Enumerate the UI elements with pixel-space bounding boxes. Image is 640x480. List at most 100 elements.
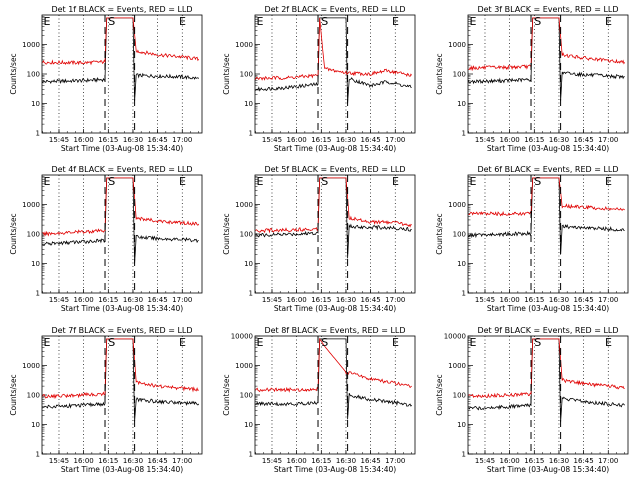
events-series-line (468, 177, 625, 255)
y-tick-label: 10 (244, 421, 253, 429)
x-tick-label: 15:45 (475, 457, 495, 465)
x-tick-label: 16:30 (336, 296, 356, 304)
y-tick-label: 1000 (235, 201, 253, 209)
panel-title: Det 1f BLACK = Events, RED = LLD (51, 5, 192, 14)
panel-4: Det 4f BLACK = Events, RED = LLD 15:45 16:… (9, 165, 203, 313)
x-tick-label: 15:45 (475, 136, 495, 144)
panel-title: Det 2f BLACK = Events, RED = LLD (264, 5, 405, 14)
lld-series-line (255, 337, 412, 393)
y-tick-label: 100 (453, 231, 466, 239)
y-tick-label: 10000 (444, 333, 466, 341)
x-tick-label: 16:45 (574, 296, 594, 304)
y-axis-label: Counts/sec (222, 374, 231, 415)
events-series-line (42, 17, 199, 102)
y-tick-label: 1000 (448, 362, 466, 370)
plot-frame (41, 14, 203, 134)
y-tick-label: 100 (240, 231, 253, 239)
x-tick-label: 16:15 (524, 136, 544, 144)
x-tick-label: 17:00 (598, 296, 618, 304)
panel-title: Det 5f BLACK = Events, RED = LLD (264, 165, 405, 174)
panel-title: Det 6f BLACK = Events, RED = LLD (477, 165, 618, 174)
x-tick-label: 16:15 (311, 136, 331, 144)
y-tick-label: 1 (462, 290, 466, 298)
y-tick-label: 1 (249, 451, 253, 459)
lld-series-line (468, 338, 625, 399)
y-tick-label: 1000 (448, 201, 466, 209)
y-axis-label: Counts/sec (9, 374, 18, 415)
event-marker-label: E (179, 15, 186, 28)
event-marker-label: E (179, 336, 186, 349)
panel-8: Det 8f BLACK = Events, RED = LLD 15:45 16:… (222, 326, 416, 474)
x-tick-label: 16:30 (549, 457, 569, 465)
y-axis-label: Counts/sec (9, 53, 18, 94)
y-axis-label: Counts/sec (435, 53, 444, 94)
y-tick-label: 100 (27, 71, 40, 79)
lld-series-line (42, 177, 200, 237)
x-tick-label: 16:45 (361, 457, 381, 465)
x-tick-label: 16:15 (98, 136, 118, 144)
y-tick-label: 1 (249, 290, 253, 298)
y-tick-label: 100 (240, 71, 253, 79)
y-tick-label: 10 (457, 421, 466, 429)
events-series-line (255, 17, 412, 104)
y-tick-label: 100 (27, 231, 40, 239)
x-tick-label: 17:00 (598, 136, 618, 144)
panel-3: Det 3f BLACK = Events, RED = LLD 15:45 16:… (435, 5, 629, 153)
event-marker-label: S (108, 175, 115, 188)
event-marker-label: E (257, 15, 264, 28)
event-marker-label: E (257, 336, 264, 349)
y-tick-label: 1000 (22, 362, 40, 370)
panel-1: Det 1f BLACK = Events, RED = LLD 15:45 16:… (9, 5, 203, 153)
y-axis-label: Counts/sec (435, 213, 444, 254)
x-tick-label: 15:45 (49, 457, 69, 465)
x-axis-label: Start Time (03-Aug-08 15:34:40) (61, 465, 183, 474)
x-tick-label: 15:45 (475, 296, 495, 304)
x-axis-label: Start Time (03-Aug-08 15:34:40) (61, 304, 183, 313)
x-tick-label: 16:15 (524, 296, 544, 304)
y-tick-label: 10 (31, 260, 40, 268)
x-tick-label: 16:15 (311, 296, 331, 304)
panel-5: Det 5f BLACK = Events, RED = LLD 15:45 16:… (222, 165, 416, 313)
y-tick-label: 100 (27, 392, 40, 400)
x-axis-label: Start Time (03-Aug-08 15:34:40) (274, 304, 396, 313)
y-tick-label: 10 (244, 260, 253, 268)
panel-2: Det 2f BLACK = Events, RED = LLD 15:45 16:… (222, 5, 416, 153)
y-tick-label: 1000 (235, 362, 253, 370)
x-tick-label: 17:00 (385, 136, 405, 144)
x-tick-label: 16:00 (500, 136, 520, 144)
x-tick-label: 16:45 (148, 457, 168, 465)
x-tick-label: 16:30 (336, 457, 356, 465)
event-marker-label: E (179, 175, 186, 188)
x-tick-label: 15:45 (262, 457, 282, 465)
plot-frame (254, 14, 416, 134)
x-axis-label: Start Time (03-Aug-08 15:34:40) (487, 304, 609, 313)
event-marker-label: S (534, 336, 541, 349)
x-tick-label: 15:45 (262, 136, 282, 144)
x-tick-label: 16:00 (287, 136, 307, 144)
x-tick-label: 17:00 (172, 136, 192, 144)
y-tick-label: 1000 (448, 41, 466, 49)
x-tick-label: 16:45 (361, 296, 381, 304)
y-axis-label: Counts/sec (222, 213, 231, 254)
lld-series-line (255, 17, 413, 81)
x-tick-label: 16:30 (123, 136, 143, 144)
x-axis-label: Start Time (03-Aug-08 15:34:40) (274, 144, 396, 153)
event-marker-label: S (108, 336, 115, 349)
y-tick-label: 1000 (235, 41, 253, 49)
event-marker-label: S (321, 15, 328, 28)
y-tick-label: 1 (249, 130, 253, 138)
x-tick-label: 16:15 (98, 296, 118, 304)
event-marker-label: E (470, 336, 477, 349)
x-tick-label: 15:45 (262, 296, 282, 304)
x-tick-label: 17:00 (598, 457, 618, 465)
panel-title: Det 3f BLACK = Events, RED = LLD (477, 5, 618, 14)
event-marker-label: S (534, 175, 541, 188)
event-marker-label: E (44, 15, 51, 28)
x-tick-label: 16:45 (361, 136, 381, 144)
event-marker-label: E (392, 15, 399, 28)
y-tick-label: 10 (457, 260, 466, 268)
event-marker-label: E (257, 175, 264, 188)
event-marker-label: E (470, 175, 477, 188)
event-marker-label: E (392, 175, 399, 188)
